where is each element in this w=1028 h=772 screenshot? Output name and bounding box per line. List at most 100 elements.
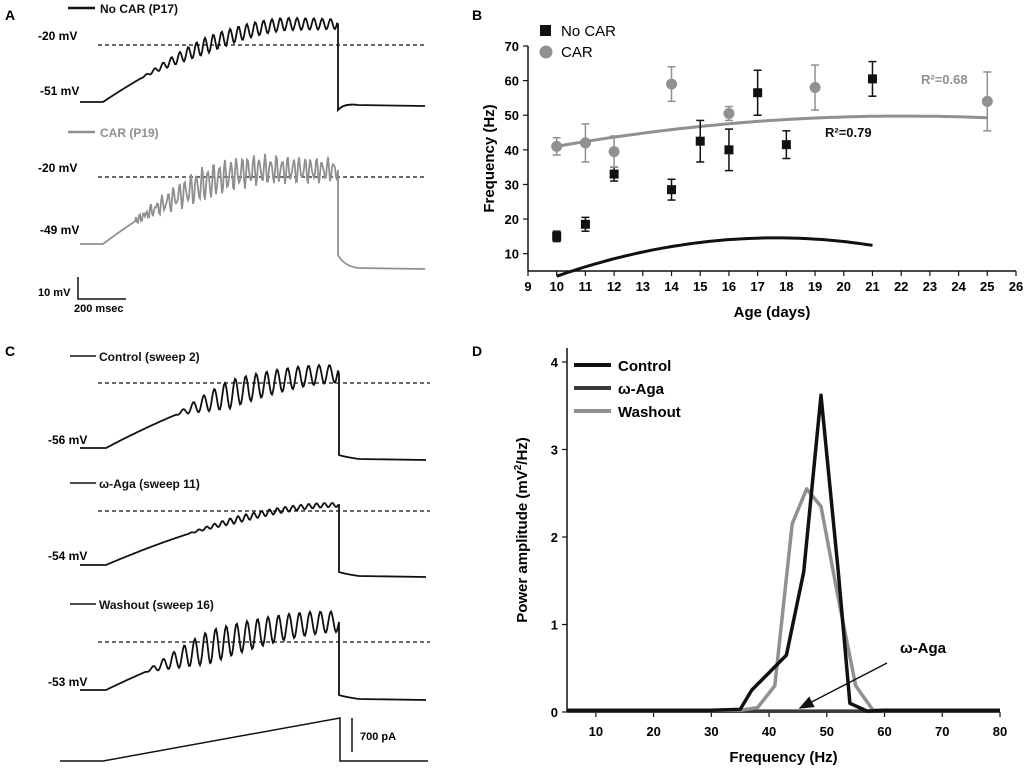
d-y-tick-label: 2 [551,530,558,545]
d-x-label: Frequency (Hz) [729,749,837,766]
d-annotation-label: ω-Aga [900,640,947,657]
d-annotation-arrow [798,662,888,709]
c-stimulus-ramp [60,717,428,762]
b-point-no-car [695,136,705,146]
b-x-tick-label: 12 [607,279,621,294]
b-legend-marker-car [539,45,553,59]
b-legend-car: CAR [561,44,593,61]
c-trace2-name: ω-Aga (sweep 11) [99,477,200,491]
a-scalebar-time: 200 msec [74,303,124,315]
b-x-tick-label: 19 [808,279,822,294]
b-point-car [723,108,735,119]
b-x-tick-label: 21 [865,279,879,294]
d-y-label-text: Power amplitude (mV [514,470,531,623]
b-y-label: Frequency (Hz) [481,104,498,212]
b-fit-no-car [556,236,873,278]
d-series-control [567,393,1000,713]
b-point-car [809,82,821,94]
b-point-no-car [609,169,619,179]
d-x-tick-label: 80 [993,724,1007,739]
panel-d: D 10 20 30 40 50 60 70 80 0 1 2 3 4 Frequency (Hz) P… [472,343,1007,766]
panel-b: B 9 10 11 12 13 14 15 16 17 18 19 20 21 22 23 24 25 26 10 2… [472,7,1023,321]
b-y-tick-label: 70 [505,39,519,54]
b-x-tick-label: 13 [636,279,650,294]
d-x-tick-label: 40 [762,724,776,739]
b-point-car [666,78,678,90]
d-y-tick-label: 4 [551,355,559,370]
panel-c-label: C [5,343,15,359]
d-y-label: Power amplitude (mV2/Hz) [513,437,531,623]
b-r2-car: R²=0.68 [921,72,968,87]
c-trace-control [80,363,427,461]
d-x-tick-label: 10 [589,724,603,739]
b-x-tick-label: 14 [664,279,679,294]
b-point-car [981,95,993,107]
b-fit-car [556,114,988,148]
a-trace2-name: CAR (P19) [100,126,159,140]
a-scalebar [77,277,126,300]
b-point-car [579,137,591,149]
a-trace-car [80,153,426,270]
a-rest-label-2: -49 mV [40,223,79,237]
c-trace3-name: Washout (sweep 16) [99,598,214,612]
b-y-tick-label: 20 [505,212,519,227]
b-x-tick-label: 26 [1009,279,1023,294]
b-legend-marker-no-car [540,25,551,36]
panel-a: A No CAR (P17) -20 mV -51 mV CAR (P19) -… [5,2,426,315]
a-threshold-label-1: -20 mV [38,29,77,43]
b-r2-no-car: R²=0.79 [825,125,872,140]
chart-d: 10 20 30 40 50 60 70 80 0 1 2 3 4 Frequency (Hz) Pow… [513,348,1007,766]
d-legend-control: Control [618,358,671,375]
c-rest-label-3: -53 mV [48,675,87,689]
chart-b: 9 10 11 12 13 14 15 16 17 18 19 20 21 22 23 24 25 26 10 20 3… [481,23,1023,321]
b-x-tick-label: 24 [951,279,966,294]
b-x-tick-label: 16 [722,279,736,294]
b-x-tick-label: 9 [524,279,531,294]
b-point-no-car [580,219,590,229]
d-series-washout [567,487,1000,713]
b-y-tick-label: 10 [505,247,519,262]
c-rest-label-1: -56 mV [48,433,87,447]
a-rest-label-1: -51 mV [40,84,79,98]
c-stim-scale-label: 700 pA [360,731,396,743]
b-point-car [608,146,620,158]
d-y-tick-label: 0 [551,705,558,720]
d-y-tick-label: 3 [551,443,558,458]
b-x-tick-label: 10 [549,279,563,294]
d-legend-aga: ω-Aga [618,381,665,398]
b-point-no-car [753,88,763,98]
b-point-no-car [867,74,877,84]
d-x-tick-label: 70 [935,724,949,739]
d-x-tick-label: 30 [704,724,718,739]
b-y-tick-label: 30 [505,177,519,192]
b-legend-no-car: No CAR [561,23,616,40]
b-x-tick-label: 25 [980,279,994,294]
b-point-car [551,140,563,152]
panel-d-label: D [472,343,482,359]
d-x-tick-label: 60 [877,724,891,739]
panel-b-label: B [472,7,482,23]
b-point-no-car [781,140,791,150]
c-rest-label-2: -54 mV [48,549,87,563]
b-x-tick-label: 18 [779,279,793,294]
d-x-tick-label: 20 [646,724,660,739]
panel-a-label: A [5,7,15,23]
b-x-tick-label: 22 [894,279,908,294]
c-trace-washout [80,609,427,701]
d-x-tick-label: 50 [820,724,834,739]
a-threshold-label-2: -20 mV [38,161,77,175]
b-x-tick-label: 20 [837,279,851,294]
d-y-tick-label: 1 [551,618,558,633]
b-x-tick-label: 15 [693,279,707,294]
a-trace-no-car [80,16,426,113]
b-y-tick-label: 50 [505,108,519,123]
a-scalebar-voltage: 10 mV [38,287,71,299]
b-y-tick-label: 40 [505,143,519,158]
d-y-label-unit: /Hz) [514,437,531,465]
c-trace-aga [80,501,427,578]
a-trace1-name: No CAR (P17) [100,2,178,16]
b-x-label: Age (days) [734,304,811,321]
b-y-tick-label: 60 [505,74,519,89]
b-legend: No CAR CAR [539,23,616,61]
